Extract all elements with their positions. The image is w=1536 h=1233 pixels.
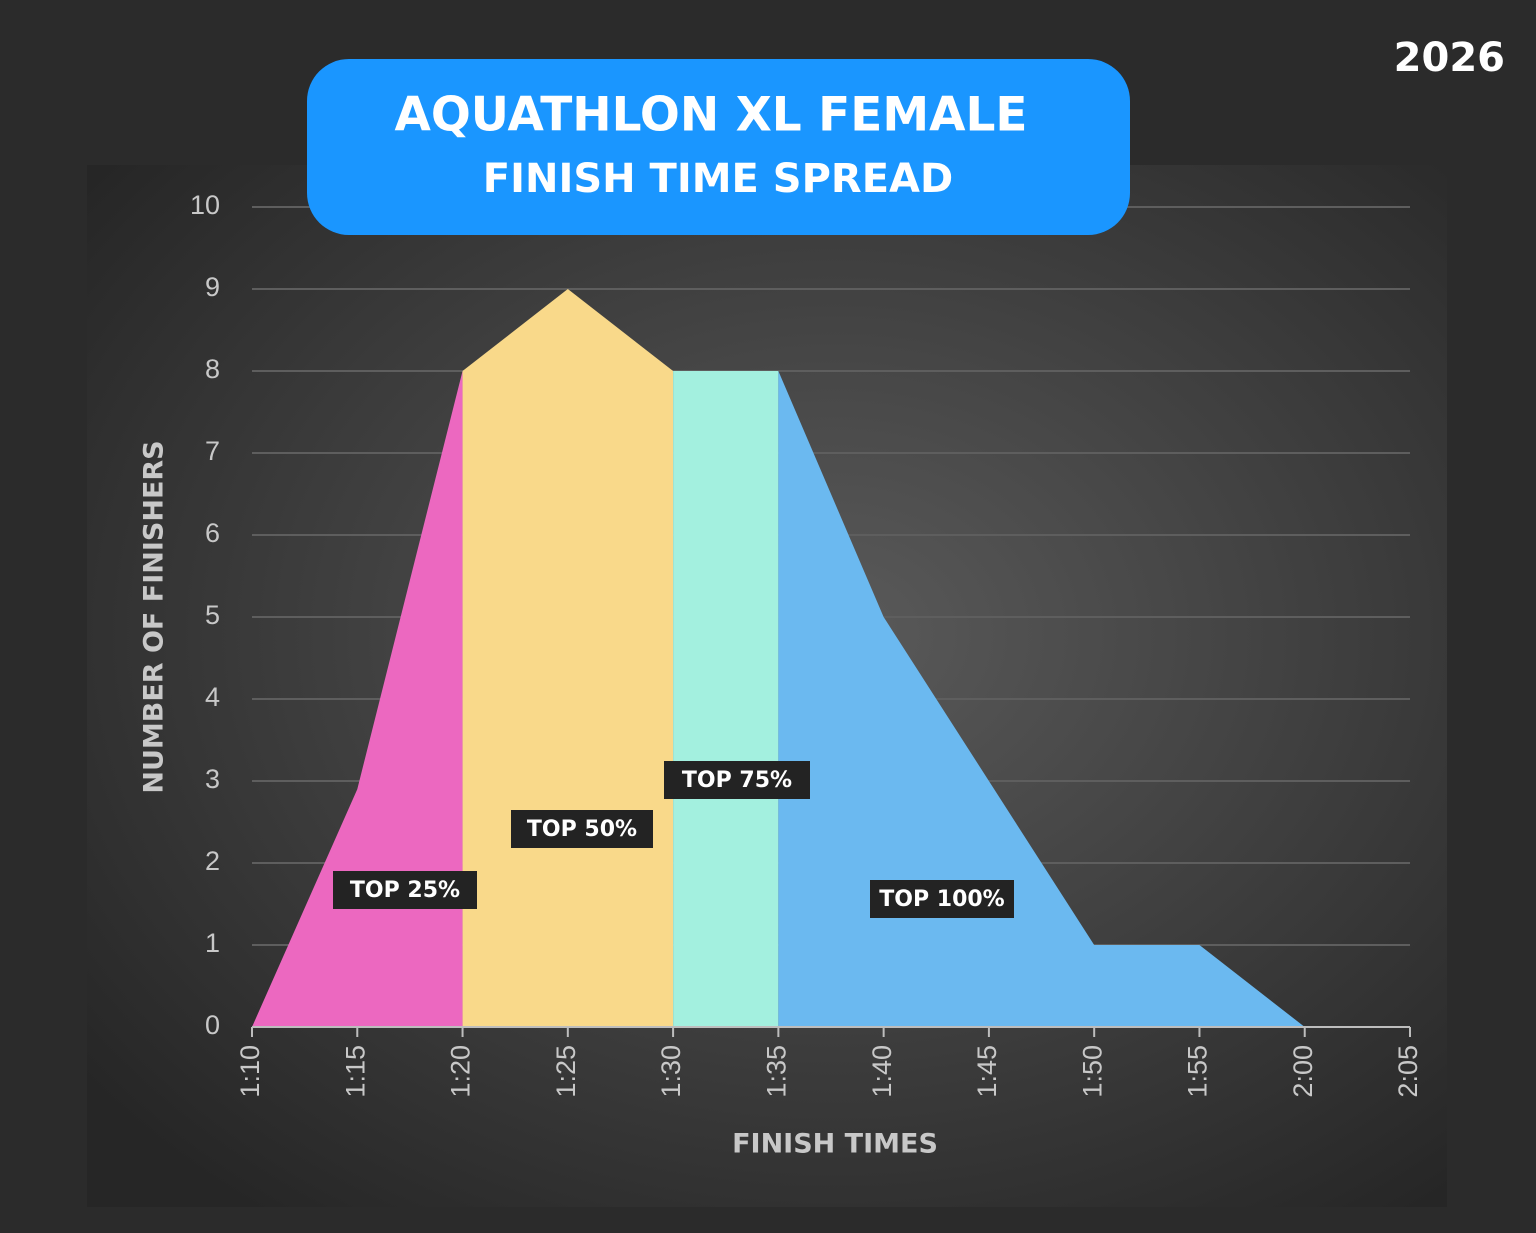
series-tag: TOP 100% bbox=[879, 887, 1004, 912]
title-box bbox=[307, 59, 1130, 235]
y-tick-label: 3 bbox=[205, 764, 220, 794]
x-tick-label: 2:05 bbox=[1393, 1045, 1423, 1098]
chart-title: AQUATHLON XL FEMALE bbox=[394, 88, 1027, 143]
x-tick-label: 2:00 bbox=[1288, 1045, 1318, 1098]
series-tag-box bbox=[870, 880, 1014, 918]
area bbox=[462, 289, 674, 1027]
series-tag-box bbox=[511, 810, 653, 848]
series-tag: TOP 75% bbox=[682, 768, 792, 793]
x-tick-label: 1:30 bbox=[656, 1045, 686, 1098]
x-tick-label: 1:45 bbox=[972, 1045, 1002, 1098]
y-tick-label: 2 bbox=[205, 846, 220, 876]
y-tick-label: 5 bbox=[205, 600, 220, 630]
y-tick-label: 7 bbox=[205, 436, 220, 466]
series-tag-box bbox=[664, 761, 810, 799]
x-tick-label: 1:25 bbox=[551, 1045, 581, 1098]
y-tick-label: 9 bbox=[205, 272, 220, 302]
x-tick-label: 1:10 bbox=[235, 1045, 265, 1098]
area bbox=[252, 371, 463, 1027]
y-tick-label: 1 bbox=[205, 928, 220, 958]
x-axis-label: FINISH TIMES bbox=[732, 1129, 938, 1160]
x-tick-label: 1:20 bbox=[446, 1045, 476, 1098]
series-tag: TOP 25% bbox=[350, 878, 460, 903]
series-tag: TOP 50% bbox=[527, 817, 637, 842]
area bbox=[673, 371, 779, 1027]
y-tick-label: 0 bbox=[205, 1010, 220, 1040]
area bbox=[778, 371, 1305, 1027]
x-tick-label: 1:40 bbox=[867, 1045, 897, 1098]
y-tick-label: 10 bbox=[190, 190, 220, 220]
y-tick-label: 6 bbox=[205, 518, 220, 548]
x-tick-label: 1:35 bbox=[761, 1045, 791, 1098]
year-label: 2026 bbox=[1394, 35, 1505, 81]
x-tick-label: 1:50 bbox=[1077, 1045, 1107, 1098]
y-axis-label: NUMBER OF FINISHERS bbox=[139, 440, 170, 793]
y-tick-label: 8 bbox=[205, 354, 220, 384]
chart-subtitle: FINISH TIME SPREAD bbox=[483, 156, 953, 202]
x-tick-label: 1:55 bbox=[1183, 1045, 1213, 1098]
series-tag-box bbox=[333, 871, 477, 909]
y-tick-label: 4 bbox=[205, 682, 220, 712]
x-tick-label: 1:15 bbox=[340, 1045, 370, 1098]
